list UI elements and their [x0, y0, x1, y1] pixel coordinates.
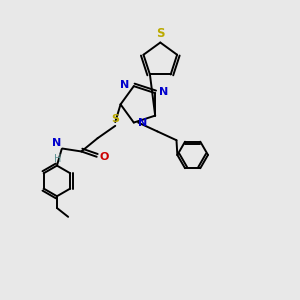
Text: N: N — [120, 80, 130, 90]
Text: N: N — [52, 138, 62, 148]
Text: N: N — [138, 118, 147, 128]
Text: H: H — [54, 154, 62, 164]
Text: S: S — [111, 114, 119, 124]
Text: S: S — [156, 28, 165, 40]
Text: N: N — [159, 87, 168, 97]
Text: O: O — [99, 152, 108, 162]
